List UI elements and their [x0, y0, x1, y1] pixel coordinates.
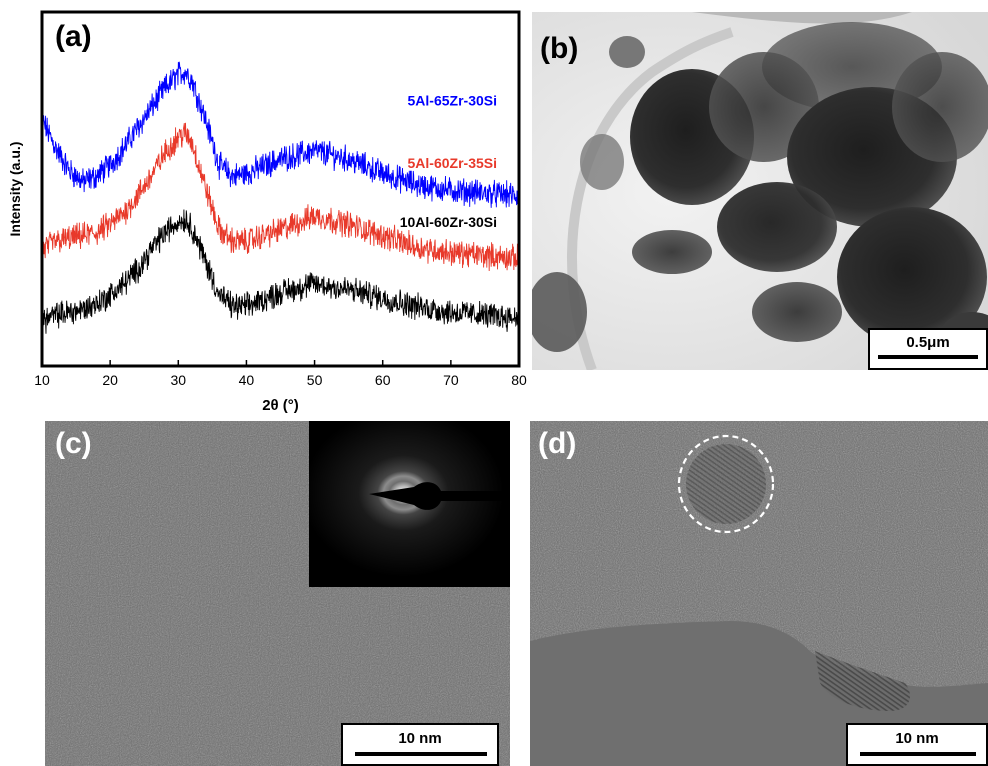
hrtem-image-c: (c) 10 nm [45, 421, 510, 766]
dashed-circle-highlight [677, 434, 775, 534]
series-label-0: 5Al-65Zr-30Si [408, 93, 497, 109]
xrd-chart: 5Al-65Zr-30Si 5Al-60Zr-35Si 10Al-60Zr-30Si… [7, 10, 527, 414]
x-tick-label: 30 [170, 372, 186, 388]
panel-label-c: (c) [55, 427, 92, 460]
x-tick-label: 10 [34, 372, 50, 388]
plot-frame [40, 10, 521, 368]
xrd-chart-panel: 5Al-65Zr-30Si 5Al-60Zr-35Si 10Al-60Zr-30Si… [0, 0, 530, 415]
x-tick-label: 20 [102, 372, 118, 388]
tem-particles-image [532, 12, 988, 370]
series-line-1 [41, 122, 520, 271]
x-tick-label: 80 [511, 372, 527, 388]
series-label-1: 5Al-60Zr-35Si [408, 155, 497, 171]
x-axis-label: 2θ (°) [262, 397, 299, 414]
scale-bar-label-d: 10 nm [895, 730, 939, 747]
scale-bar-label-b: 0.5μm [906, 334, 950, 351]
scale-bar-line-c [355, 752, 487, 756]
panel-label-d: (d) [538, 427, 577, 460]
x-tick-label: 40 [239, 372, 255, 388]
panel-label-b: (b) [540, 32, 579, 65]
tem-image-b: (b) 0.5μm [532, 12, 988, 370]
panel-label-a: (a) [55, 20, 92, 53]
scale-bar-c: 10 nm [341, 723, 499, 766]
series-label-2: 10Al-60Zr-30Si [400, 214, 497, 230]
scale-bar-line-d [860, 752, 976, 756]
scale-bar-b: 0.5μm [868, 328, 988, 370]
scale-bar-label-c: 10 nm [398, 730, 442, 747]
hrtem-image-d: (d) 10 nm [530, 421, 988, 766]
hrtem-texture-d [530, 421, 988, 766]
x-tick-label: 60 [375, 372, 391, 388]
scale-bar-d: 10 nm [846, 723, 988, 766]
x-tick-label: 50 [307, 372, 323, 388]
series-line-0 [41, 61, 520, 208]
saed-pattern [309, 421, 510, 587]
y-axis-label: Intensity (a.u.) [7, 142, 23, 237]
series-line-2 [41, 209, 520, 334]
x-tick-label: 70 [443, 372, 459, 388]
saed-inset [309, 421, 510, 587]
scale-bar-line-b [878, 355, 978, 359]
